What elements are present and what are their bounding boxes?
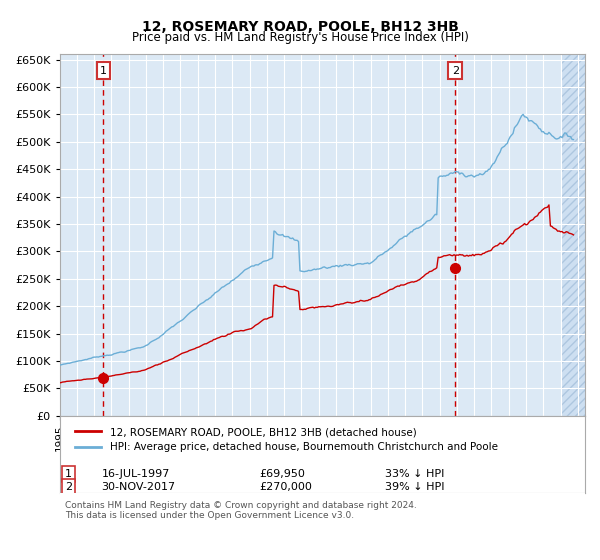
- Text: 39% ↓ HPI: 39% ↓ HPI: [385, 482, 445, 492]
- Text: Contains HM Land Registry data © Crown copyright and database right 2024.
This d: Contains HM Land Registry data © Crown c…: [65, 501, 416, 520]
- Bar: [560, 54, 585, 416]
- Text: 2: 2: [65, 482, 72, 492]
- Legend: 12, ROSEMARY ROAD, POOLE, BH12 3HB (detached house), HPI: Average price, detache: 12, ROSEMARY ROAD, POOLE, BH12 3HB (deta…: [70, 422, 503, 458]
- Text: 33% ↓ HPI: 33% ↓ HPI: [385, 469, 445, 479]
- Text: Price paid vs. HM Land Registry's House Price Index (HPI): Price paid vs. HM Land Registry's House …: [131, 31, 469, 44]
- Text: £69,950: £69,950: [259, 469, 305, 479]
- Text: £270,000: £270,000: [259, 482, 312, 492]
- Text: 12, ROSEMARY ROAD, POOLE, BH12 3HB: 12, ROSEMARY ROAD, POOLE, BH12 3HB: [142, 20, 458, 34]
- Text: 2: 2: [452, 66, 459, 76]
- Text: 30-NOV-2017: 30-NOV-2017: [101, 482, 176, 492]
- Text: 1: 1: [65, 469, 72, 479]
- Text: 1: 1: [100, 66, 107, 76]
- Text: 16-JUL-1997: 16-JUL-1997: [101, 469, 170, 479]
